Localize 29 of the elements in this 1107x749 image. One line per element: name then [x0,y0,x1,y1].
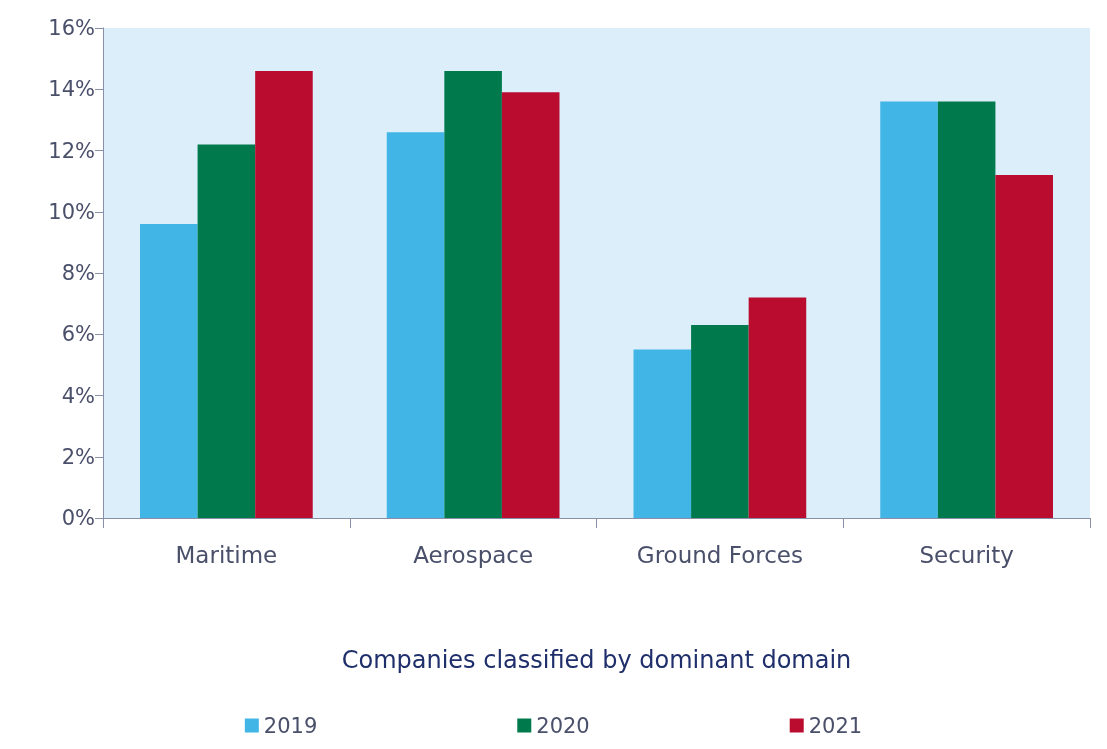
y-tick-label: 6% [61,322,95,347]
bar [444,70,502,518]
legend-label: 2019 [263,713,318,738]
y-tick-label: 12% [48,138,95,163]
y-tick-label: 16% [48,16,95,40]
x-tick-label: Ground Forces [636,541,803,568]
legend-label: 2021 [808,713,863,738]
bar [748,297,807,518]
bar [995,175,1053,518]
bar [255,70,313,518]
y-tick-label: 8% [61,261,95,285]
bar [140,224,198,518]
x-tick-label: Maritime [175,541,278,568]
bar [691,325,749,518]
bar [880,101,938,518]
y-tick-label: 14% [48,77,95,102]
bar [386,132,445,518]
y-tick-label: 0% [61,506,95,530]
legend-label: 2020 [536,713,590,738]
x-tick-label: Aerospace [413,541,534,568]
y-tick-label: 10% [48,199,95,224]
bar [937,101,996,518]
y-tick-label: 4% [61,383,95,408]
bar [197,144,256,518]
x-tick-label: Security [919,541,1014,568]
x-axis-title: Companies classified by dominant domain [341,646,852,674]
bar [501,92,560,518]
y-tick-label: 2% [61,444,95,469]
bar [633,349,692,518]
